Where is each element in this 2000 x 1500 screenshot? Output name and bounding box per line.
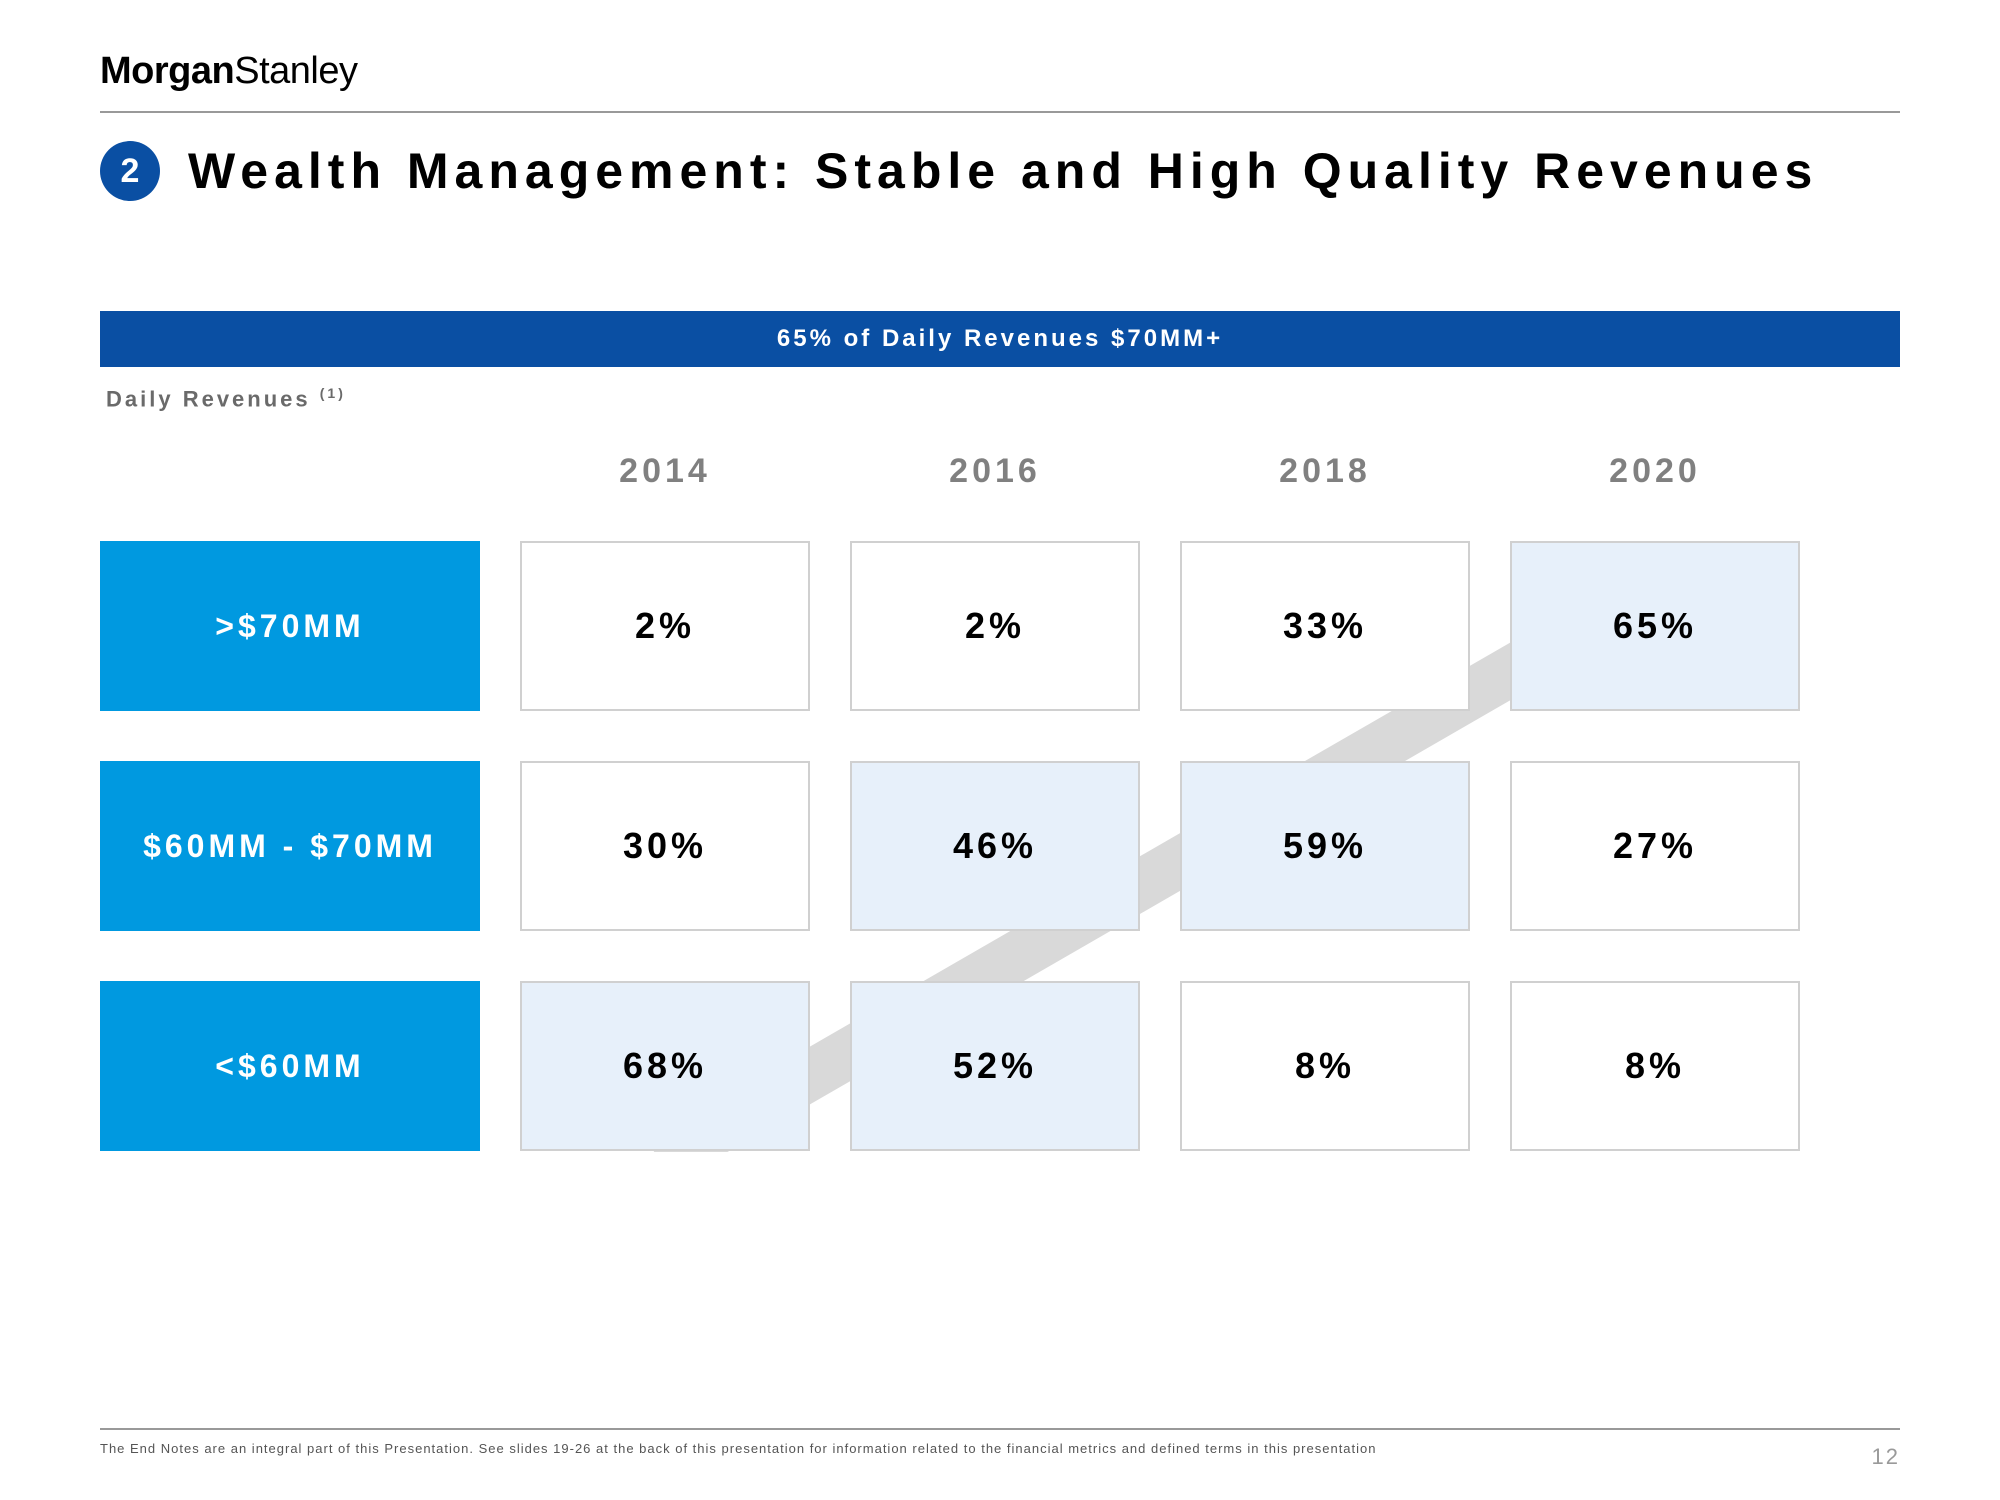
title-row: 2 Wealth Management: Stable and High Qua…	[100, 141, 1900, 201]
row-header: $60MM - $70MM	[100, 761, 480, 931]
page-title: Wealth Management: Stable and High Quali…	[188, 142, 1818, 200]
data-cell: 30%	[520, 761, 810, 931]
data-cell: 65%	[1510, 541, 1800, 711]
page-number: 12	[1872, 1444, 1900, 1470]
brand-first: Morgan	[100, 50, 234, 92]
data-cell: 2%	[520, 541, 810, 711]
data-cell: 46%	[850, 761, 1140, 931]
section-number-badge: 2	[100, 141, 160, 201]
subheading-superscript: (1)	[320, 385, 346, 401]
data-cell: 8%	[1510, 981, 1800, 1151]
data-cell: 8%	[1180, 981, 1470, 1151]
header-rule	[100, 111, 1900, 113]
footer-rule	[100, 1428, 1900, 1430]
subheading: Daily Revenues (1)	[106, 385, 1900, 412]
column-header: 2016	[850, 452, 1140, 491]
data-cell: 59%	[1180, 761, 1470, 931]
brand-second: Stanley	[234, 50, 357, 92]
row-header: <$60MM	[100, 981, 480, 1151]
data-cell: 2%	[850, 541, 1140, 711]
data-cell: 27%	[1510, 761, 1800, 931]
slide-page: MorganStanley 2 Wealth Management: Stabl…	[0, 0, 2000, 1500]
data-cell: 52%	[850, 981, 1140, 1151]
column-header: 2014	[520, 452, 810, 491]
data-grid-wrap: 2014201620182020>$70MM2%2%33%65%$60MM - …	[100, 452, 1900, 1151]
data-cell: 33%	[1180, 541, 1470, 711]
section-number: 2	[121, 152, 140, 191]
brand-logo: MorganStanley	[100, 50, 1900, 93]
headline-banner: 65% of Daily Revenues $70MM+	[100, 311, 1900, 367]
column-header: 2018	[1180, 452, 1470, 491]
subheading-text: Daily Revenues	[106, 386, 311, 411]
row-header: >$70MM	[100, 541, 480, 711]
data-grid: 2014201620182020>$70MM2%2%33%65%$60MM - …	[100, 452, 1900, 1151]
data-cell: 68%	[520, 981, 810, 1151]
footnote: The End Notes are an integral part of th…	[100, 1441, 1377, 1456]
column-header: 2020	[1510, 452, 1800, 491]
